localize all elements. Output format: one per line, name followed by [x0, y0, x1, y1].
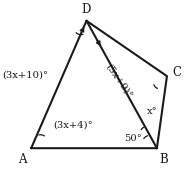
Text: C: C: [173, 66, 181, 79]
Text: D: D: [82, 3, 91, 16]
Text: (5x+9)°: (5x+9)°: [104, 62, 134, 100]
Text: 50°: 50°: [125, 135, 142, 143]
Text: (3x+10)°: (3x+10)°: [2, 71, 48, 80]
Text: A: A: [19, 153, 27, 166]
Text: B: B: [159, 153, 168, 166]
Text: (3x+4)°: (3x+4)°: [53, 120, 93, 129]
Text: x°: x°: [147, 107, 158, 116]
